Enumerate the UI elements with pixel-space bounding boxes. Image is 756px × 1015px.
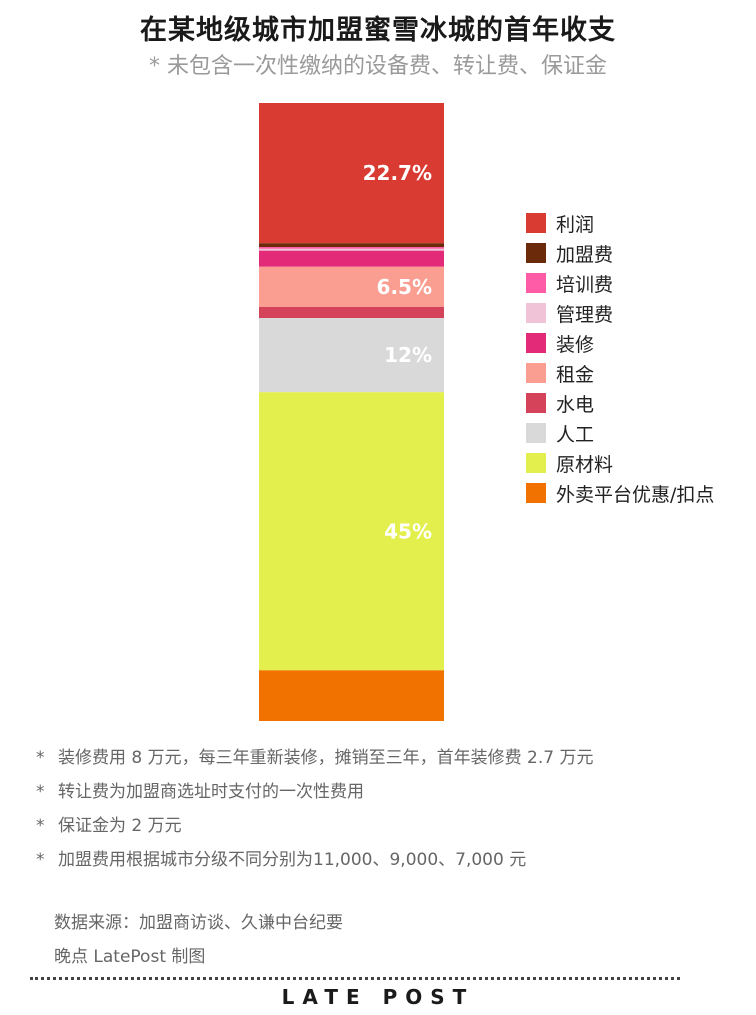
legend-swatch [526,423,546,443]
legend-item-7: 人工 [526,418,714,448]
stacked-bar-chart: 22.7% 6.5% 12% 45% [259,103,444,721]
data-label-8: 45% [384,519,432,543]
legend-label: 利润 [556,213,595,236]
bar-segment-7 [259,318,444,393]
legend-item-5: 租金 [526,358,714,388]
legend-swatch [526,303,546,323]
data-source: 数据来源：加盟商访谈、久谦中台纪要 [54,913,343,933]
credit: 晚点 LatePost 制图 [54,947,206,967]
legend-label: 培训费 [556,273,614,296]
bar-segment-1 [259,243,444,247]
legend-item-3: 管理费 [526,298,714,328]
legend-swatch [526,363,546,383]
chart-legend: 利润加盟费培训费管理费装修租金水电人工原材料外卖平台优惠/扣点 [526,208,714,508]
footnote-marker: * [36,748,45,768]
bar-segment-9 [259,670,444,721]
legend-swatch [526,393,546,413]
dotted-divider [30,977,680,980]
legend-swatch [526,273,546,293]
data-label-0: 22.7% [363,161,432,185]
legend-item-8: 原材料 [526,448,714,478]
brand-logo: LATE POST [281,985,475,1009]
legend-item-1: 加盟费 [526,238,714,268]
legend-item-0: 利润 [526,208,714,238]
footnote-2: * 保证金为 2 万元 [36,809,593,843]
chart-subtitle: * 未包含一次性缴纳的设备费、转让费、保证金 [149,54,607,79]
legend-swatch [526,213,546,233]
bar-segment-3 [259,248,444,251]
data-label-7: 12% [384,343,432,367]
legend-item-9: 外卖平台优惠/扣点 [526,478,714,508]
bar-segment-2 [259,246,444,249]
legend-label: 管理费 [556,303,614,326]
legend-label: 水电 [556,393,595,416]
legend-swatch [526,243,546,263]
bar-segment-5 [259,266,444,307]
bar-segment-0 [259,103,444,244]
legend-label: 加盟费 [556,243,614,266]
legend-item-2: 培训费 [526,268,714,298]
legend-swatch [526,453,546,473]
legend-label: 原材料 [556,453,614,476]
footnote-marker: * [36,782,45,802]
footnote-marker: * [36,850,45,870]
legend-label: 装修 [556,333,595,356]
source-block: 数据来源：加盟商访谈、久谦中台纪要 晚点 LatePost 制图 [54,906,343,974]
legend-label: 租金 [556,363,595,386]
bar-segment-4 [259,250,444,267]
footnote-text: 装修费用 8 万元，每三年重新装修，摊销至三年，首年装修费 2.7 万元 [58,748,594,768]
footnote-marker: * [36,816,45,836]
data-label-5: 6.5% [377,275,432,299]
footnote-0: * 装修费用 8 万元，每三年重新装修，摊销至三年，首年装修费 2.7 万元 [36,741,593,775]
legend-label: 外卖平台优惠/扣点 [556,483,715,506]
legend-swatch [526,333,546,353]
bar-segment-6 [259,306,444,319]
legend-item-6: 水电 [526,388,714,418]
legend-swatch [526,483,546,503]
bar-segment-8 [259,392,444,671]
footnote-text: 保证金为 2 万元 [58,816,182,836]
footnote-text: 加盟费用根据城市分级不同分别为11,000、9,000、7,000 元 [58,850,527,870]
chart-title: 在某地级城市加盟蜜雪冰城的首年收支 [140,15,616,46]
legend-label: 人工 [556,423,595,446]
footnote-3: * 加盟费用根据城市分级不同分别为11,000、9,000、7,000 元 [36,843,593,877]
footnote-1: * 转让费为加盟商选址时支付的一次性费用 [36,775,593,809]
footnotes: * 装修费用 8 万元，每三年重新装修，摊销至三年，首年装修费 2.7 万元 * 转让… [36,741,593,877]
footnote-text: 转让费为加盟商选址时支付的一次性费用 [58,782,364,802]
legend-item-4: 装修 [526,328,714,358]
